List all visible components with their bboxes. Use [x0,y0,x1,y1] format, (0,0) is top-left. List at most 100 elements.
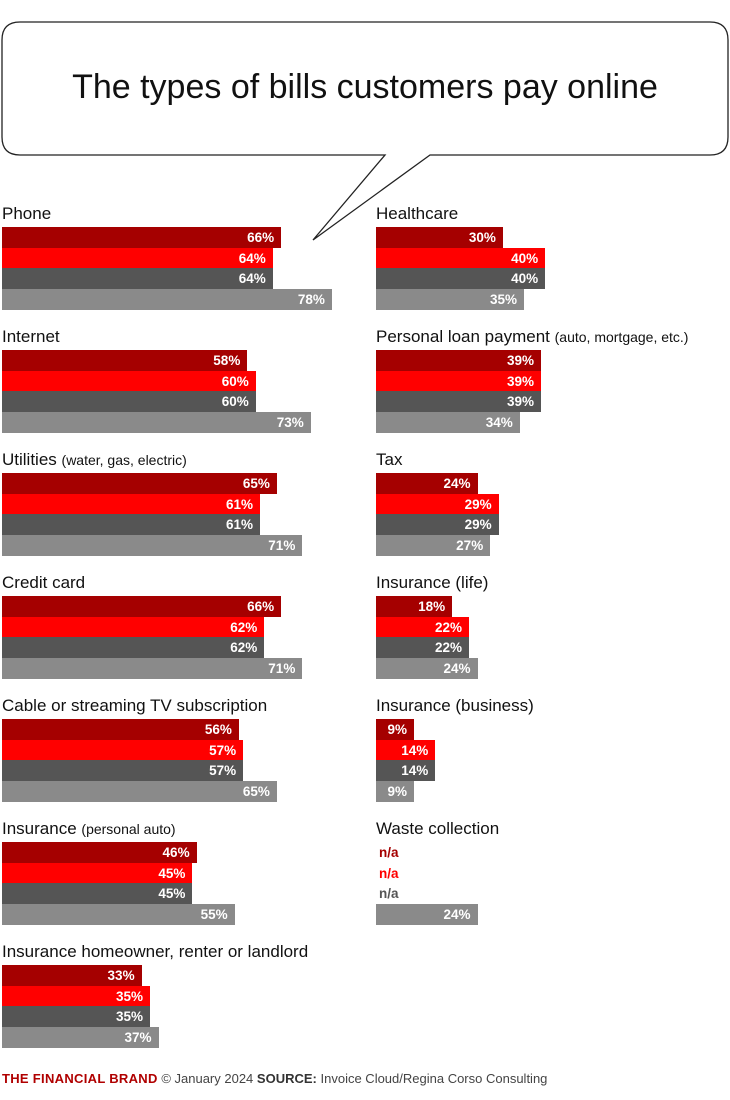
bar: 78% [2,289,332,310]
bar-value-label: 61% [225,517,254,533]
bar: 24% [376,473,478,494]
bar-value-label: 57% [209,742,237,758]
bar-value-label: 35% [116,1009,144,1025]
bar: 62% [2,637,265,659]
bar-value-label: 65% [242,476,270,491]
group-label-sub: (personal auto) [81,821,176,837]
group-label-main: Utilities [2,450,57,469]
group-label-main: Personal loan payment [376,327,550,346]
bar-value-label: 29% [464,517,492,533]
bar: 22% [376,616,470,638]
chart-title: The types of bills customers pay online [72,68,658,106]
bar-value-label: 27% [456,538,484,554]
bar-value-label: 45% [158,865,186,881]
bar-value-label: 14% [401,742,429,758]
na-label: n/a [379,865,399,881]
bar: 34% [376,412,520,433]
bar: 24% [376,904,478,925]
bar-value-label: 14% [401,763,429,779]
group-label-main: Healthcare [376,204,459,223]
bar-value-label: 18% [418,599,446,614]
bar: 57% [2,760,244,782]
group-label-main: Tax [376,450,403,469]
footer: THE FINANCIAL BRAND © January 2024 SOURC… [2,1071,547,1086]
bar: 66% [2,596,282,617]
brand-logo-text: THE FINANCIAL BRAND [2,1071,158,1086]
bar-value-label: 35% [116,988,144,1004]
bar-value-label: 45% [158,886,186,902]
group-label-main: Waste collection [376,819,500,838]
speech-bubble [1,21,729,241]
bar-value-label: 62% [230,640,258,656]
source-label: SOURCE: [256,1071,317,1086]
bar: 65% [2,473,277,494]
bar: 45% [2,883,193,905]
bar: 37% [2,1027,159,1048]
group-label: Utilities (water, gas, electric) [2,451,362,473]
bar-value-label: 9% [387,784,408,800]
bar-value-label: 71% [268,538,296,554]
bar: 58% [2,350,248,371]
bar-value-label: 35% [490,292,518,308]
copyright: © January 2024 [161,1071,254,1086]
group-label-main: Insurance homeowner, renter or landlord [2,942,309,961]
bar-group: Personal loan payment (auto, mortgage, e… [376,328,730,433]
bar-value-label: 33% [107,968,135,983]
bar: 29% [376,493,499,515]
bar-value-label: 64% [238,271,266,287]
bar: 33% [2,965,142,986]
bar-value-label: 60% [221,373,249,389]
bar-value-label: 55% [200,907,228,923]
group-label-main: Credit card [2,573,86,592]
group-label-main: Internet [2,327,60,346]
bar-value-label: 24% [443,907,471,923]
bar-value-label: 40% [511,271,539,287]
bar-value-label: 34% [485,415,513,431]
group-label: Tax [376,451,730,473]
source-text: Invoice Cloud/Regina Corso Consulting [320,1071,548,1086]
bar-group: Insurance (business) 9% 14% 14% 9% [376,697,730,802]
bar-value-label: 22% [435,640,463,656]
bar: 64% [2,268,273,290]
bar: 66% [2,227,282,248]
bar-group: Cable or streaming TV subscription 56% 57%… [2,697,362,802]
group-label: Insurance homeowner, renter or landlord [2,943,362,965]
bar: 39% [376,350,541,371]
bar: 35% [2,985,151,1007]
bar: 56% [2,719,239,740]
bar-value-label: 39% [506,394,534,410]
bar-group: Insurance homeowner, renter or landlord 3… [2,943,362,1048]
bar-value-label: 40% [511,250,539,266]
bar-value-label: 39% [506,353,534,368]
na-label: n/a [379,845,399,860]
bar: 30% [376,227,503,248]
bar-value-label: 39% [506,373,534,389]
na-label: n/a [379,886,399,902]
bar-value-label: 66% [247,230,275,245]
bar-value-label: 56% [204,722,232,737]
bar: 61% [2,493,261,515]
bar-value-label: 22% [435,619,463,635]
bar: 9% [376,719,415,740]
group-label: Cable or streaming TV subscription [2,697,362,719]
bar-value-label: 30% [468,230,496,245]
group-label: Waste collection [376,820,730,842]
group-label-sub: (auto, mortgage, etc.) [554,329,689,345]
group-label-sub: (water, gas, electric) [61,452,187,468]
bar: 24% [376,658,478,679]
bar: 57% [2,739,244,761]
bar: 62% [2,616,265,638]
group-label-main: Phone [2,204,52,223]
bar-value-label: 73% [276,415,304,431]
bar: 45% [2,862,193,884]
bar-group: Insurance (life) 18% 22% 22% 24% [376,574,730,679]
bar: 22% [376,637,470,659]
bar-group: Insurance (personal auto) 46% 45% 45% 55% [2,820,362,925]
bar-value-label: 61% [225,496,254,512]
bar-value-label: 62% [230,619,258,635]
bar: 18% [376,596,453,617]
bar: 14% [376,739,436,761]
bar-value-label: 29% [464,496,492,512]
group-label: Insurance (life) [376,574,730,596]
bar-group: Waste collection n/a n/a n/a 24% [376,820,730,925]
